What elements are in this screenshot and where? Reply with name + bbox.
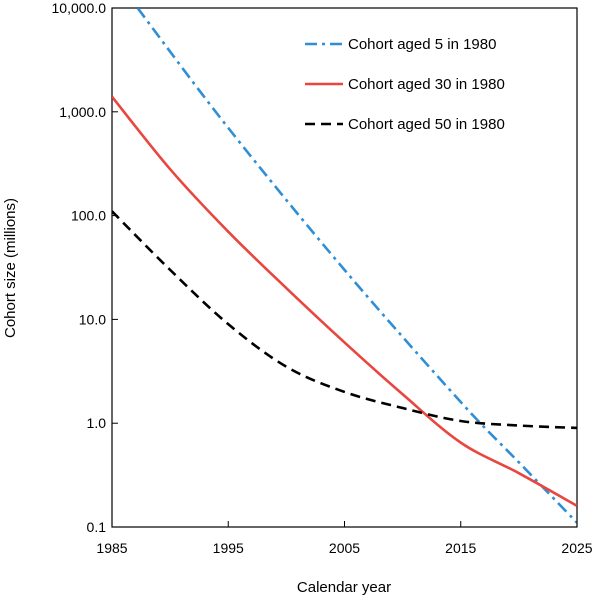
x-axis-label: Calendar year <box>297 579 391 596</box>
series-line-3 <box>112 210 577 430</box>
y-axis-label: Cohort size (millions) <box>2 198 19 338</box>
legend: Cohort aged 5 in 1980 Cohort aged 30 in 1… <box>305 36 505 133</box>
x-tick-label: 2005 <box>329 540 360 556</box>
y-tick-label: 1,000.0 <box>59 104 106 120</box>
y-tick-label: 100.0 <box>71 208 106 224</box>
x-tick-label: 2025 <box>561 540 592 556</box>
y-tick-label: 1.0 <box>87 415 107 431</box>
x-tick-label: 1985 <box>96 540 127 556</box>
series-line-1 <box>136 8 577 524</box>
x-tick-label: 1995 <box>213 540 244 556</box>
legend-label-2: Cohort aged 30 in 1980 <box>348 76 505 93</box>
legend-label-1: Cohort aged 5 in 1980 <box>348 36 496 53</box>
x-axis: 1985 1995 2005 2015 2025 <box>96 521 593 556</box>
y-tick-label: 10,000.0 <box>52 0 107 16</box>
legend-label-3: Cohort aged 50 in 1980 <box>348 116 505 133</box>
y-tick-label: 10.0 <box>79 311 106 327</box>
series-line-2 <box>112 95 577 507</box>
y-tick-label: 0.1 <box>87 519 107 535</box>
x-tick-label: 2015 <box>445 540 476 556</box>
y-axis: 0.1 1.0 10.0 100.0 1,000.0 10,000.0 <box>52 0 118 535</box>
series-layer <box>112 8 577 524</box>
